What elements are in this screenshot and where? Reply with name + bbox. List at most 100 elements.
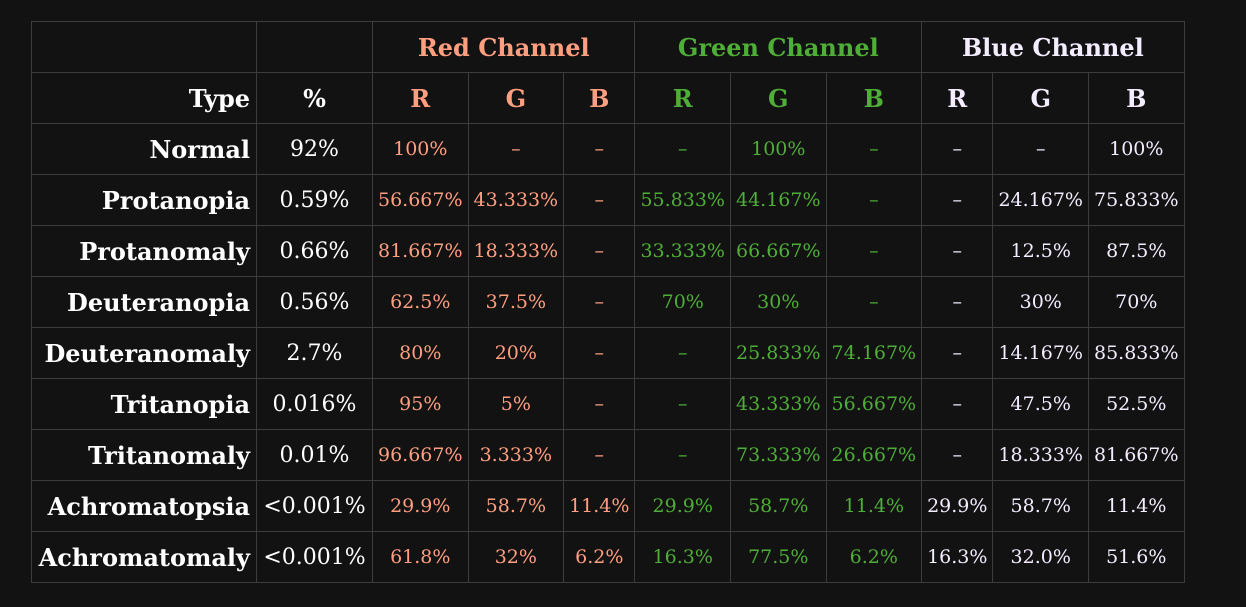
channel-value-cell: 29.9%: [634, 480, 731, 532]
channel-value-cell: 32%: [467, 531, 565, 583]
channel-value-cell: 55.833%: [634, 174, 731, 226]
channel-value-cell: 96.667%: [372, 429, 469, 481]
blue-b-header: B: [1088, 72, 1185, 124]
green-b-header: B: [825, 72, 923, 124]
channel-value-cell: 5%: [467, 378, 565, 430]
channel-value-cell: 43.333%: [467, 174, 565, 226]
channel-value-cell: 32.0%: [992, 531, 1089, 583]
row-percent: 0.01%: [256, 429, 373, 481]
channel-value-cell: 3.333%: [467, 429, 565, 481]
green-g-header: G: [730, 72, 827, 124]
type-header: Type: [31, 72, 257, 124]
channel-value-cell: 33.333%: [634, 225, 731, 277]
channel-value-cell: –: [634, 327, 731, 379]
channel-value-cell: 58.7%: [992, 480, 1089, 532]
channel-value-cell: 37.5%: [467, 276, 565, 328]
channel-value-cell: 58.7%: [467, 480, 565, 532]
channel-value-cell: 6.2%: [563, 531, 636, 583]
row-percent: 2.7%: [256, 327, 373, 379]
channel-value-cell: 100%: [1088, 123, 1185, 175]
channel-value-cell: 70%: [1088, 276, 1185, 328]
channel-value-cell: 25.833%: [730, 327, 827, 379]
channel-value-cell: –: [825, 174, 923, 226]
row-percent: 92%: [256, 123, 373, 175]
channel-value-cell: –: [921, 378, 994, 430]
channel-value-cell: –: [634, 429, 731, 481]
channel-value-cell: –: [563, 174, 636, 226]
row-percent: 0.56%: [256, 276, 373, 328]
channel-value-cell: –: [563, 225, 636, 277]
channel-value-cell: 43.333%: [730, 378, 827, 430]
channel-value-cell: –: [921, 123, 994, 175]
row-percent: <0.001%: [256, 531, 373, 583]
channel-value-cell: 77.5%: [730, 531, 827, 583]
table-body: Normal 92% 100% – – –100% – – –100% Protanopia 0.5…: [31, 123, 1185, 583]
red-r-header: R: [372, 72, 469, 124]
sub-header-row: Type % R G B R G B R G B: [31, 72, 1185, 124]
row-percent: 0.59%: [256, 174, 373, 226]
channel-value-cell: –: [563, 429, 636, 481]
row-type-label: Normal: [31, 123, 257, 175]
channel-value-cell: –: [563, 123, 636, 175]
red-g-header: G: [467, 72, 565, 124]
row-type-label: Protanopia: [31, 174, 257, 226]
channel-value-cell: 6.2%: [825, 531, 923, 583]
channel-value-cell: 26.667%: [825, 429, 923, 481]
row-type-label: Protanomaly: [31, 225, 257, 277]
channel-value-cell: 56.667%: [825, 378, 923, 430]
channel-value-cell: 29.9%: [372, 480, 469, 532]
percent-header: %: [256, 72, 373, 124]
channel-value-cell: –: [563, 327, 636, 379]
row-percent: 0.016%: [256, 378, 373, 430]
row-type-label: Achromatomaly: [31, 531, 257, 583]
channel-value-cell: –: [634, 378, 731, 430]
table-row: Tritanopia 0.016% 95% 5% – –43.333% 56.667% –47…: [31, 378, 1185, 430]
channel-value-cell: –: [992, 123, 1089, 175]
channel-value-cell: 81.667%: [372, 225, 469, 277]
color-blindness-table: Red Channel Green Channel Blue Channel T…: [31, 21, 1185, 583]
channel-value-cell: 11.4%: [825, 480, 923, 532]
row-type-label: Tritanopia: [31, 378, 257, 430]
channel-value-cell: –: [825, 276, 923, 328]
table-row: Deuteranomaly 2.7% 80% 20% – –25.833% 74.167% –…: [31, 327, 1185, 379]
row-type-label: Achromatopsia: [31, 480, 257, 532]
channel-value-cell: 47.5%: [992, 378, 1089, 430]
channel-value-cell: 85.833%: [1088, 327, 1185, 379]
channel-value-cell: 75.833%: [1088, 174, 1185, 226]
channel-value-cell: –: [825, 123, 923, 175]
green-r-header: R: [634, 72, 731, 124]
channel-value-cell: 62.5%: [372, 276, 469, 328]
channel-value-cell: 11.4%: [1088, 480, 1185, 532]
row-percent: 0.66%: [256, 225, 373, 277]
channel-value-cell: 24.167%: [992, 174, 1089, 226]
channel-value-cell: 51.6%: [1088, 531, 1185, 583]
table-row: Deuteranopia 0.56% 62.5% 37.5% –70% 30% – –30% 7…: [31, 276, 1185, 328]
table-row: Tritanomaly 0.01% 96.667% 3.333% – –73.333% 26…: [31, 429, 1185, 481]
channel-value-cell: 11.4%: [563, 480, 636, 532]
channel-value-cell: 29.9%: [921, 480, 994, 532]
channel-value-cell: –: [921, 225, 994, 277]
channel-value-cell: –: [921, 327, 994, 379]
channel-value-cell: 81.667%: [1088, 429, 1185, 481]
blue-r-header: R: [921, 72, 994, 124]
row-type-label: Deuteranopia: [31, 276, 257, 328]
channel-value-cell: 58.7%: [730, 480, 827, 532]
channel-value-cell: 56.667%: [372, 174, 469, 226]
green-channel-header: Green Channel: [634, 21, 923, 73]
row-type-label: Deuteranomaly: [31, 327, 257, 379]
channel-value-cell: 12.5%: [992, 225, 1089, 277]
blue-g-header: G: [992, 72, 1089, 124]
empty-header-cell: [256, 21, 373, 73]
channel-value-cell: 14.167%: [992, 327, 1089, 379]
table-row: Protanopia 0.59% 56.667% 43.333% –55.833% 44.…: [31, 174, 1185, 226]
channel-value-cell: 95%: [372, 378, 469, 430]
row-percent: <0.001%: [256, 480, 373, 532]
channel-value-cell: 70%: [634, 276, 731, 328]
channel-value-cell: 44.167%: [730, 174, 827, 226]
channel-value-cell: 18.333%: [992, 429, 1089, 481]
channel-value-cell: 16.3%: [634, 531, 731, 583]
channel-value-cell: 87.5%: [1088, 225, 1185, 277]
channel-value-cell: 16.3%: [921, 531, 994, 583]
red-channel-header: Red Channel: [371, 21, 636, 73]
channel-value-cell: 20%: [467, 327, 565, 379]
